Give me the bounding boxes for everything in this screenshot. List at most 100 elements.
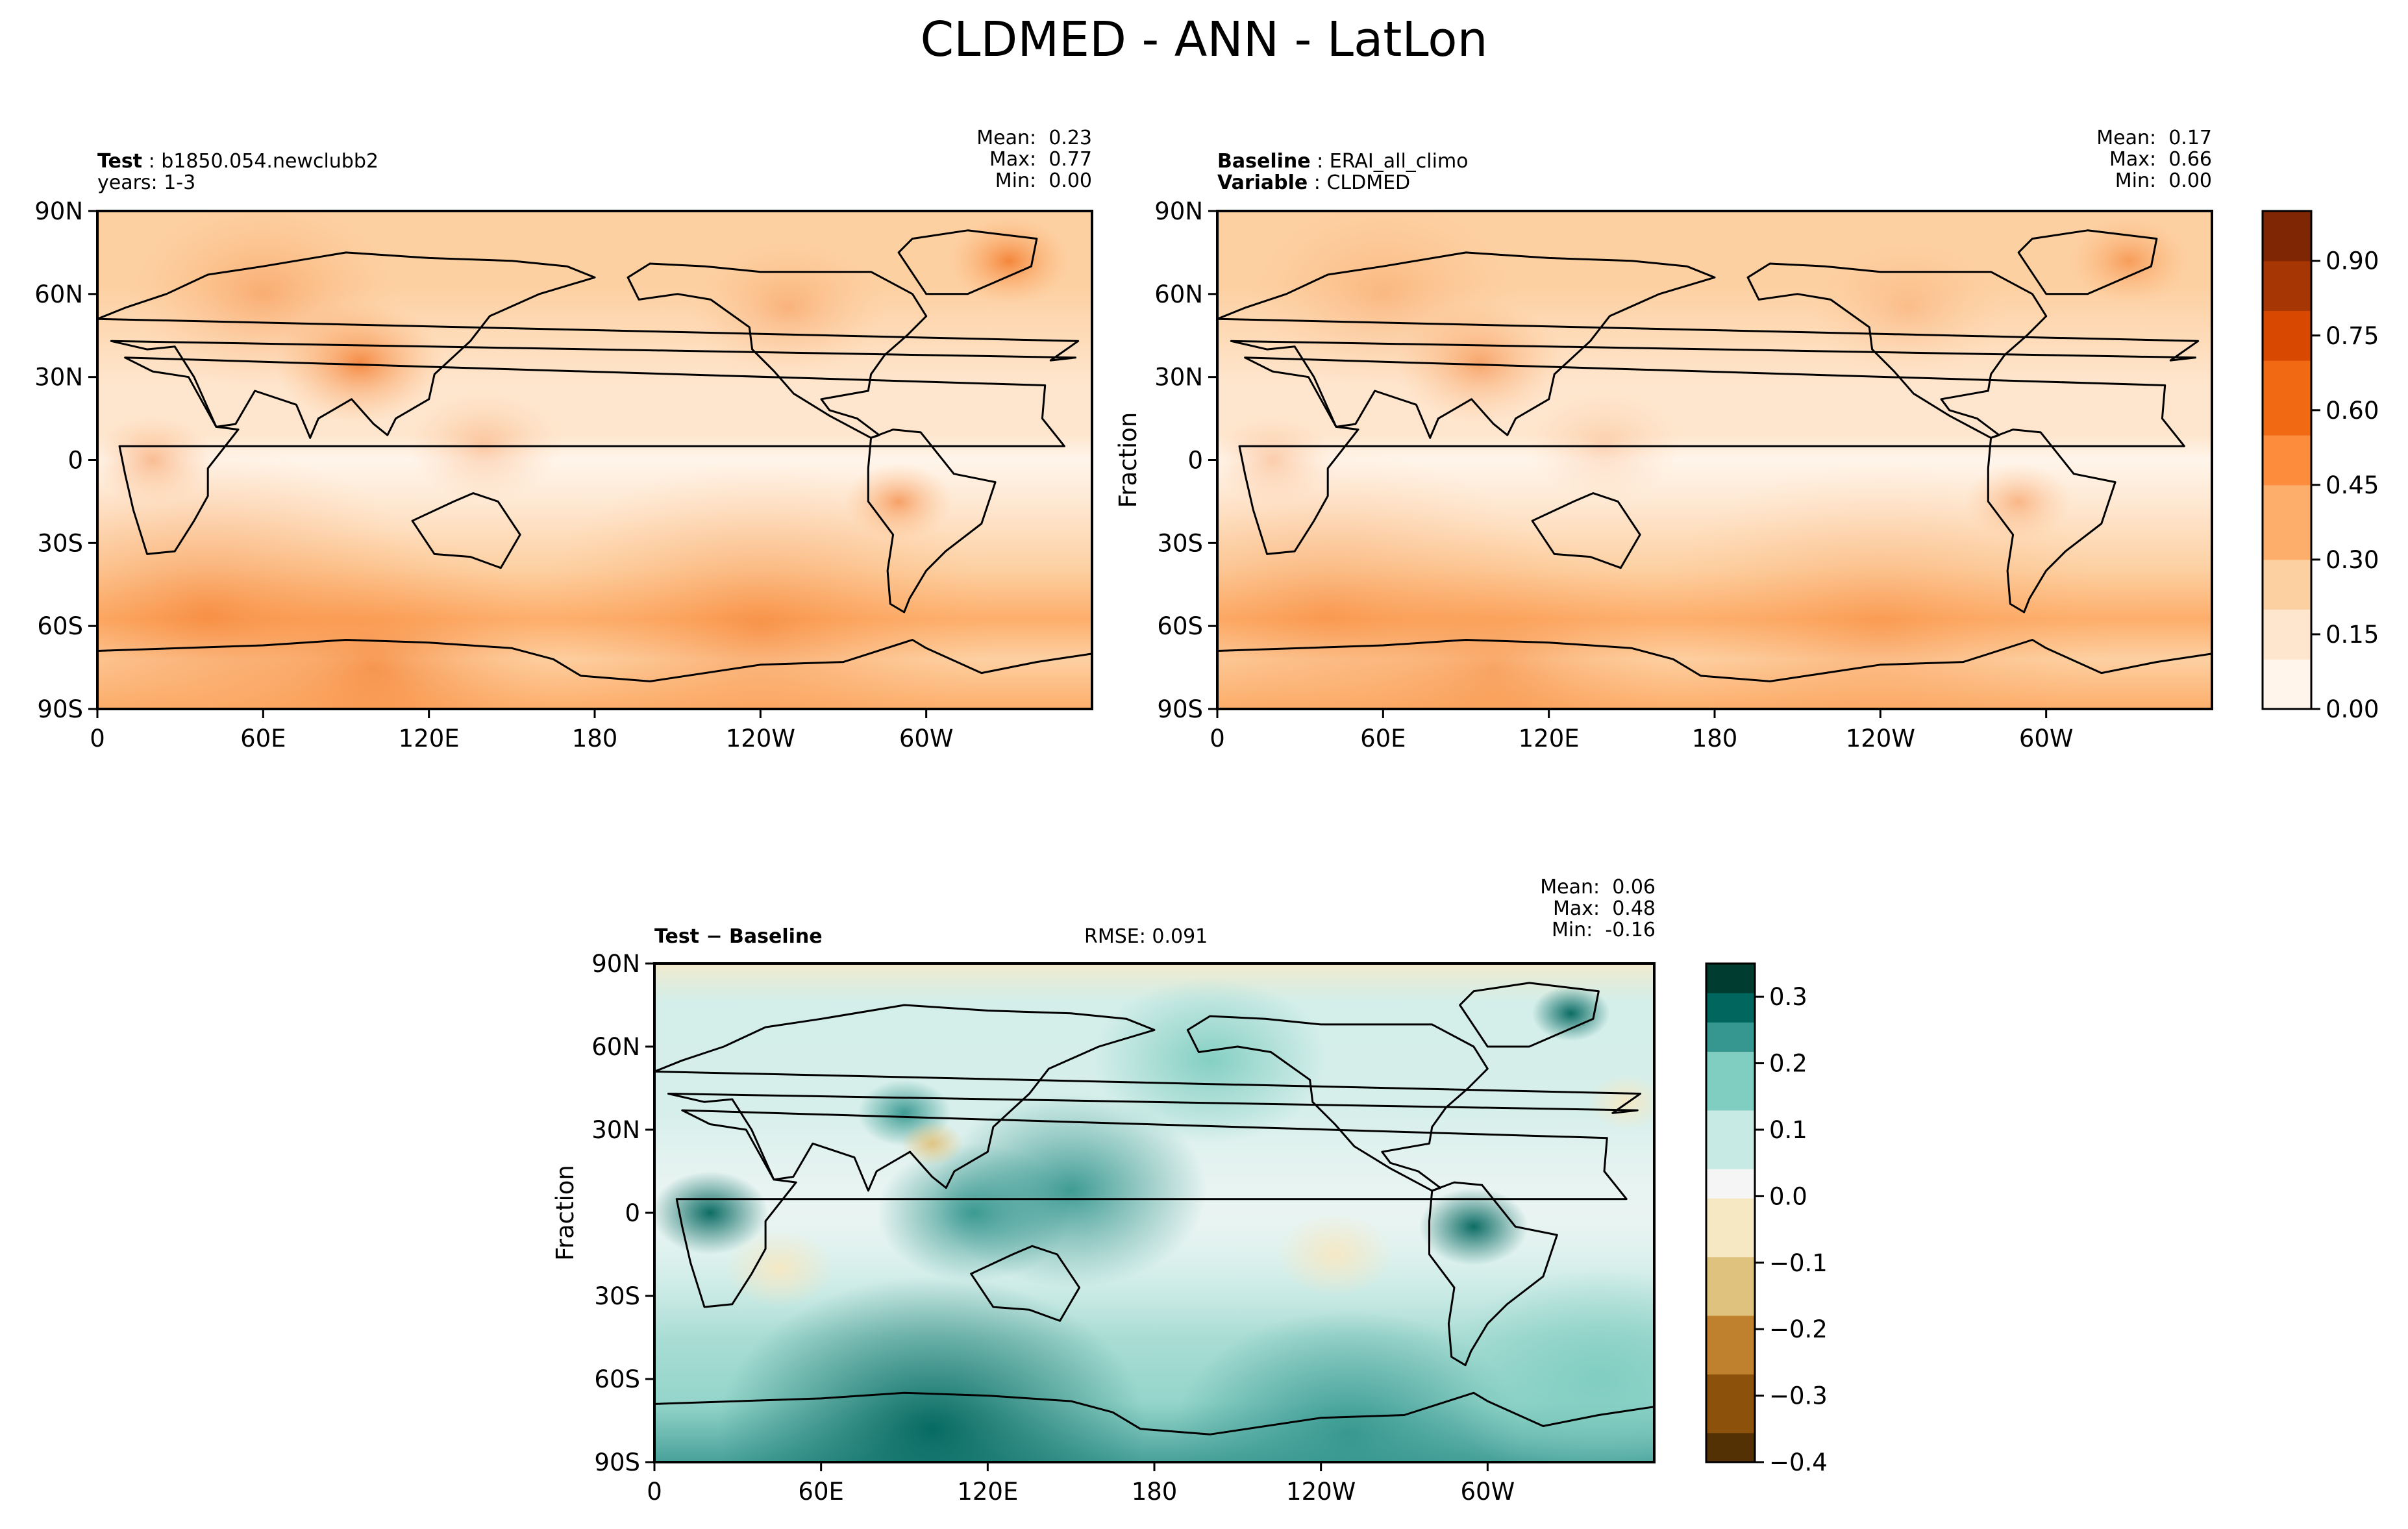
colorbar-oranges-swatch [2263, 385, 2311, 411]
colorbar-oranges-swatch [2263, 236, 2311, 262]
y-tick-label: 60S [594, 1365, 640, 1393]
diff-header: Test − Baseline [654, 926, 823, 947]
colorbar-oranges-swatch [2263, 559, 2311, 585]
colorbar-oranges-swatch [2263, 634, 2311, 660]
coastline-6 [1217, 639, 2212, 709]
test-mean-label: Mean: [976, 127, 1037, 149]
x-tick-label: 120E [1519, 725, 1580, 752]
coastline-2 [1531, 492, 1641, 569]
colorbar-brbg-swatch [1706, 1051, 1755, 1082]
x-tick-label: 120W [1846, 725, 1915, 752]
coastline-5 [2017, 229, 2158, 295]
test-sep: : [142, 150, 162, 173]
colorbar-brbg-swatch [1706, 1432, 1755, 1463]
colorbar-oranges-swatch [2263, 286, 2311, 311]
y-axis-label: Fraction [551, 1165, 579, 1261]
colorbar-oranges-tick-label: 0.30 [2326, 546, 2379, 574]
field-test [97, 211, 1092, 709]
test-years: years: 1-3 [97, 171, 196, 194]
y-tick-label: 60N [34, 280, 83, 308]
y-tick-label: 90S [1157, 695, 1203, 723]
coastline-5 [1459, 982, 1600, 1048]
colorbar-oranges-frame [2261, 210, 2313, 710]
y-tick-label: 30N [591, 1116, 640, 1144]
y-tick-label: 60N [1154, 280, 1203, 308]
test-header: Test : b1850.054.newclubb2 years: 1-3 [97, 151, 379, 193]
x-tick-label: 120W [726, 725, 795, 752]
baseline-stats: Mean: 0.17 Max: 0.66 Min: 0.00 [1983, 127, 2212, 192]
baseline-header: Baseline : ERAI_all_climo Variable : CLD… [1217, 151, 1469, 193]
y-tick-label: 90N [34, 197, 83, 225]
colorbar-oranges-swatch [2263, 211, 2311, 236]
coastline-6 [97, 639, 1092, 709]
coastline-4 [1987, 429, 2116, 614]
y-tick-label: 0 [1187, 447, 1203, 475]
coastline-2 [411, 492, 521, 569]
x-tick-label: 60W [2019, 725, 2074, 752]
baseline-sep: : [1310, 150, 1330, 173]
diff-min-label: Min: [1551, 919, 1593, 941]
y-tick-label: 60N [591, 1033, 640, 1061]
x-tick-label: 0 [647, 1478, 662, 1506]
test-stats: Mean: 0.23 Max: 0.77 Min: 0.00 [863, 127, 1092, 192]
colorbar-brbg-swatch [1706, 1374, 1755, 1404]
colorbar-brbg-swatch [1706, 1256, 1755, 1287]
coastline-6 [654, 1391, 1654, 1462]
diff-min: -0.16 [1605, 919, 1656, 941]
colorbar-oranges-swatch [2263, 510, 2311, 536]
colorbar-brbg-swatch [1706, 1286, 1755, 1316]
baseline-mean: 0.17 [2168, 127, 2212, 149]
colorbar-oranges-swatch [2263, 534, 2311, 560]
test-max-label: Max: [989, 148, 1037, 171]
colorbar-oranges-swatch [2263, 260, 2311, 286]
coastline-4 [867, 429, 997, 614]
x-tick-label: 180 [572, 725, 618, 752]
y-tick-label: 90N [591, 950, 640, 978]
variable-name: CLDMED [1326, 171, 1411, 194]
y-tick-label: 30N [34, 364, 83, 392]
colorbar-brbg-swatch [1706, 1198, 1755, 1228]
diff-mean-label: Mean: [1540, 876, 1600, 899]
y-tick-label: 30S [594, 1282, 640, 1310]
colorbar-oranges-swatch [2263, 684, 2311, 710]
test-case-name: b1850.054.newclubb2 [161, 150, 379, 173]
colorbar-oranges-tick-label: 0.75 [2326, 322, 2379, 350]
colorbar-oranges-tick-label: 0.45 [2326, 471, 2379, 499]
colorbar-oranges-tick-label: 0.90 [2326, 247, 2379, 275]
y-tick-label: 30S [1157, 529, 1203, 557]
x-tick-label: 120E [399, 725, 460, 752]
y-tick-label: 60S [1157, 612, 1203, 640]
x-tick-label: 0 [90, 725, 105, 752]
variable-label: Variable [1217, 171, 1308, 194]
figure-title: CLDMED - ANN - LatLon [920, 12, 1488, 68]
coastline-1 [1238, 356, 2185, 555]
baseline-label: Baseline [1217, 150, 1311, 173]
colorbar-oranges-swatch [2263, 484, 2311, 510]
diff-rmse: RMSE: 0.091 [1084, 925, 1208, 948]
colorbar-brbg-tick-label: 0.3 [1769, 983, 1807, 1011]
y-tick-label: 0 [625, 1199, 640, 1227]
x-tick-label: 60W [1460, 1478, 1515, 1506]
colorbar-oranges-swatch [2263, 460, 2311, 486]
diff-max-label: Max: [1552, 897, 1600, 920]
colorbar-oranges-swatch [2263, 410, 2311, 436]
baseline-min: 0.00 [2168, 169, 2212, 192]
coastline-3 [627, 262, 928, 439]
test-label: Test [97, 150, 143, 173]
colorbar-brbg-swatch [1706, 1110, 1755, 1140]
test-min-label: Min: [995, 169, 1037, 192]
diff-max: 0.48 [1612, 897, 1656, 920]
y-tick-label: 90S [37, 695, 83, 723]
coastline-0 [654, 1004, 1642, 1192]
test-max: 0.77 [1049, 148, 1092, 171]
colorbar-oranges-swatch [2263, 584, 2311, 610]
colorbar-brbg-swatch [1706, 1315, 1755, 1345]
x-tick-label: 60W [899, 725, 954, 752]
colorbar-brbg-tick-label: 0.0 [1769, 1182, 1807, 1210]
colorbar-brbg-tick-label: −0.4 [1769, 1448, 1828, 1476]
variable-sep: : [1308, 171, 1327, 194]
diff-label: Test − Baseline [654, 925, 823, 948]
coastline-3 [1186, 1015, 1489, 1192]
